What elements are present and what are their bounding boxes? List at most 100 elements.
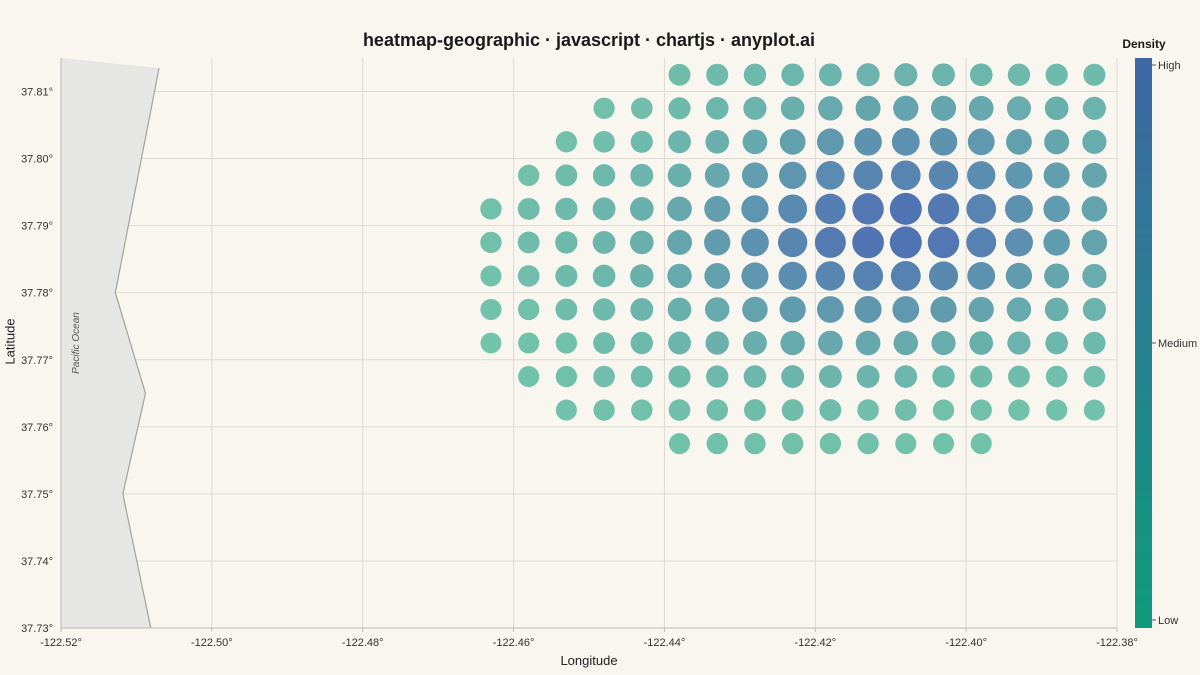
density-point: [704, 195, 731, 222]
density-point: [630, 163, 654, 187]
density-point: [668, 63, 691, 86]
density-point: [480, 265, 502, 287]
density-point: [819, 399, 842, 421]
density-point: [592, 264, 616, 288]
density-point: [667, 229, 693, 255]
density-point: [893, 330, 919, 356]
density-point: [705, 129, 730, 154]
density-point: [742, 331, 767, 355]
density-point: [1045, 63, 1068, 86]
density-point: [1005, 262, 1033, 290]
density-point: [1083, 365, 1106, 388]
density-point: [668, 399, 691, 421]
density-point: [1044, 129, 1070, 155]
density-point: [930, 95, 957, 121]
density-point: [593, 131, 615, 153]
density-point: [593, 332, 616, 354]
density-point: [889, 192, 922, 225]
density-point: [555, 164, 578, 187]
density-point: [592, 164, 616, 187]
density-point: [1043, 229, 1070, 256]
density-point: [814, 226, 846, 258]
density-point: [892, 296, 920, 323]
density-point: [966, 227, 997, 258]
density-point: [1044, 263, 1070, 289]
density-point: [889, 226, 922, 259]
density-point: [1008, 399, 1030, 421]
density-point: [517, 164, 540, 187]
density-point: [1082, 129, 1107, 154]
density-point: [1006, 297, 1032, 322]
density-point: [1043, 195, 1070, 223]
density-point: [592, 197, 616, 221]
density-point: [1082, 96, 1106, 120]
density-point: [555, 365, 578, 388]
density-point: [630, 365, 653, 388]
colorbar-gradient: [1135, 58, 1152, 628]
x-tick-label: -122.48°: [342, 637, 384, 649]
density-point: [928, 160, 959, 191]
y-tick-label: 37.75°: [21, 489, 53, 501]
density-point: [778, 161, 807, 190]
x-tick-label: -122.44°: [644, 637, 686, 649]
density-point: [816, 128, 844, 156]
density-point: [555, 197, 578, 221]
density-point: [555, 231, 578, 254]
colorbar-title: Density: [1122, 37, 1166, 51]
density-point: [1008, 365, 1030, 388]
density-point: [969, 63, 993, 87]
density-point: [1045, 365, 1068, 388]
density-point: [781, 365, 805, 388]
density-point: [741, 162, 768, 189]
density-point: [854, 128, 882, 156]
density-point: [705, 96, 729, 120]
chart-title: heatmap-geographic · javascript · chartj…: [362, 30, 816, 50]
density-point: [704, 229, 731, 256]
density-point: [1007, 63, 1031, 86]
density-point: [818, 330, 843, 356]
density-point: [668, 130, 691, 154]
colorbar-label-high: High: [1158, 60, 1181, 72]
density-point: [744, 399, 766, 421]
x-axis-label: Longitude: [560, 653, 618, 668]
x-tick-label: -122.50°: [191, 637, 233, 649]
density-point: [518, 365, 540, 388]
density-point: [1083, 331, 1106, 355]
density-point: [932, 365, 955, 388]
density-point: [966, 194, 997, 224]
density-point: [1045, 399, 1068, 421]
density-point: [1083, 399, 1105, 421]
density-point: [704, 162, 730, 188]
density-point: [853, 160, 883, 191]
density-point: [630, 130, 653, 153]
density-point: [555, 131, 578, 153]
density-point: [555, 399, 577, 421]
density-point: [631, 97, 653, 120]
colorbar-label-low: Low: [1158, 615, 1178, 627]
density-point: [1082, 263, 1107, 289]
density-point: [744, 432, 766, 455]
density-point: [1007, 331, 1031, 355]
density-point: [667, 163, 692, 188]
x-tick-label: -122.46°: [493, 637, 535, 649]
density-point: [630, 331, 653, 355]
density-point: [894, 63, 918, 87]
colorbar: High Medium Low: [1135, 58, 1197, 628]
density-point: [967, 262, 996, 290]
y-tick-label: 37.77°: [21, 355, 53, 367]
grid: [60, 58, 1118, 629]
density-point: [1081, 162, 1107, 188]
density-point: [593, 97, 615, 119]
density-point: [743, 365, 767, 388]
density-point: [967, 128, 995, 156]
density-point: [968, 296, 994, 323]
density-point: [970, 433, 992, 455]
density-point: [742, 129, 768, 155]
density-point: [1006, 128, 1032, 155]
density-point: [853, 260, 884, 291]
density-point: [629, 230, 654, 255]
density-point: [1004, 228, 1033, 257]
x-tick-label: -122.42°: [794, 637, 836, 649]
density-point: [480, 332, 502, 354]
density-point: [592, 298, 616, 321]
